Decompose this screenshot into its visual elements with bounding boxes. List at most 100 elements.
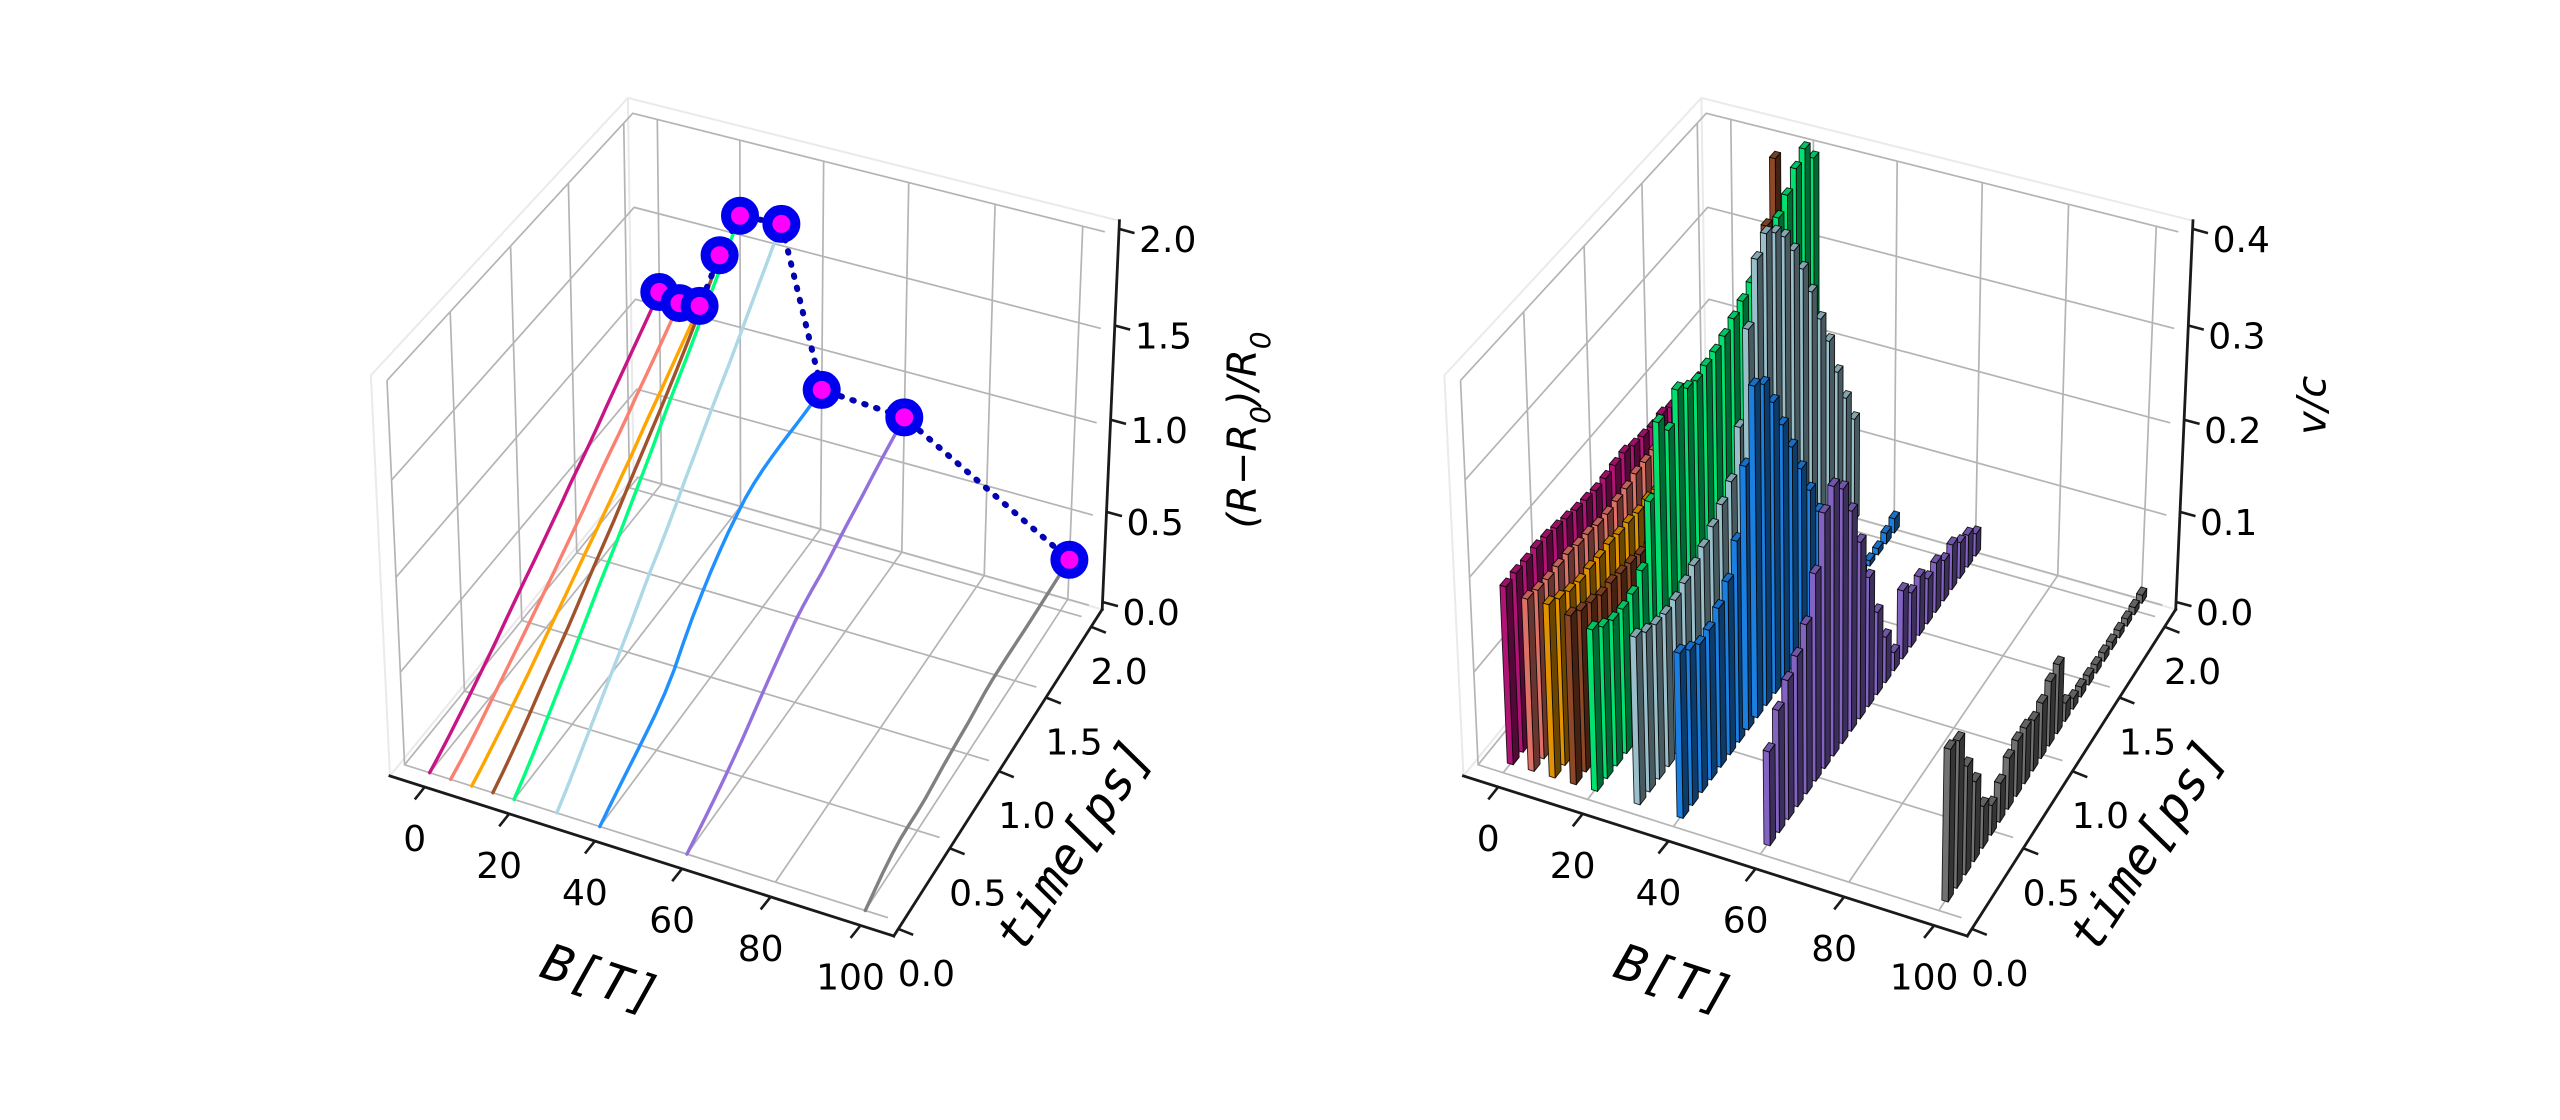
bar-face-top [1616,599,1630,610]
z-axis-label-part: − [1220,452,1266,486]
bar-face-top [1946,536,1958,546]
x-tick-label: 80 [1811,929,1857,970]
y-tick [1971,927,1988,937]
bar-B100 [1941,739,1957,903]
z-axis-label-part: (R [1220,485,1266,528]
bar-face-top [1880,524,1892,534]
bar-face-top [1622,513,1635,524]
z-gridline [1459,112,2179,382]
bar-face-side [1824,505,1831,770]
y-tick [897,927,914,937]
z-tick [2175,600,2192,608]
x-axis-label: B[T] [1608,932,1741,1025]
line-B60 [685,415,907,856]
bar-face-top [1994,773,2007,784]
y-tick [998,769,1015,779]
z-tick [1118,227,1135,235]
bar-face-top [2074,677,2087,688]
z-tick [2179,510,2196,518]
x-tick-label: 0 [403,819,426,860]
z-gridline [1464,206,2175,481]
bar-face-top [1561,545,1575,556]
bar-face-top [1799,615,1813,626]
bar-face-top [1593,548,1606,559]
line-B30 [555,222,784,815]
bar-face-top [1574,601,1588,612]
bar-face-top [1724,472,1738,483]
bar-B5 [1521,589,1541,772]
bar-B15 [1564,606,1583,786]
bar-face-top [1601,505,1614,516]
endpoint-marker [802,370,841,409]
z-axis-label: (R−R0)/R0 [1220,331,1277,528]
endpoint-marker [721,196,759,235]
x-axis-label: B[T] [535,932,668,1025]
y-tick-label: 1.5 [1045,723,1102,764]
bar-face-top [1790,646,1804,658]
x-tick-label: 40 [562,873,608,914]
z-tick-label: 0.0 [2196,593,2253,634]
bar-face-top [1693,634,1706,646]
bar-face-top [1776,416,1789,426]
bar-face-top [2105,633,2118,643]
z-gridline [399,388,1094,673]
line-B5 [448,301,682,782]
bar-face-side [1842,481,1850,745]
bar-face-top [2128,598,2140,609]
x-tick [583,840,596,855]
z-tick [1114,324,1131,331]
z-tick-label: 0.4 [2213,220,2270,261]
x-tick-label: 60 [1723,901,1769,942]
bar-face-top [1930,554,1942,564]
bar-face-side [1805,617,1813,795]
bar-face-top [1649,615,1663,626]
bar-face-top [2090,655,2103,666]
bar-face-top [1637,428,1650,438]
bar-B60 [1818,503,1831,770]
y-tick-label: 1.0 [2072,796,2129,837]
bar-face-top [1584,593,1598,604]
x-tick-label: 20 [1550,846,1596,887]
y-tick [949,847,966,856]
line-B15 [491,253,722,795]
bar-face-top [1620,480,1633,490]
bar-face-top [1690,372,1704,382]
bar-face-top [1531,580,1545,591]
bar-face-top [1571,536,1585,547]
z-tick-label: 0.5 [1127,503,1184,544]
z-tick [2187,324,2205,331]
bar-face-top [1769,224,1782,234]
y-axis-label-part: time[ps] [983,729,1164,962]
bar-face-top [1796,260,1809,270]
bar-face-top [1596,617,1610,628]
z-axis-line [1100,219,1121,611]
z-tick [1106,510,1123,518]
bar-face-top [1589,482,1603,492]
bar-face-top [1709,343,1722,353]
bar-face-top [1581,525,1595,536]
x-tick [671,867,684,883]
endpoint-marker [1050,540,1089,579]
bar-face-top [2082,666,2095,677]
bar-face-top [1618,444,1631,454]
bar-face-top [1542,595,1556,606]
bar-face-top [1573,572,1587,583]
bar-face-top [1499,577,1513,588]
bar-face-side [1885,629,1892,684]
bar-face-top [1702,620,1716,631]
x-tick [1744,867,1757,883]
line-B10 [470,304,702,788]
bar-face-top [1583,559,1596,570]
bar-face-top [1687,556,1701,567]
bar-face-top [1750,250,1764,260]
bar-face-top [1652,413,1665,424]
bar-face-top [1659,605,1673,616]
bar-face-top [1787,242,1800,252]
bar-face-top [1629,465,1643,475]
x-tick [759,896,772,911]
y-axis-line [1965,607,2178,938]
bar-face-top [2044,672,2057,683]
y-tick [2119,696,2135,705]
y-axis-line [891,607,1105,938]
